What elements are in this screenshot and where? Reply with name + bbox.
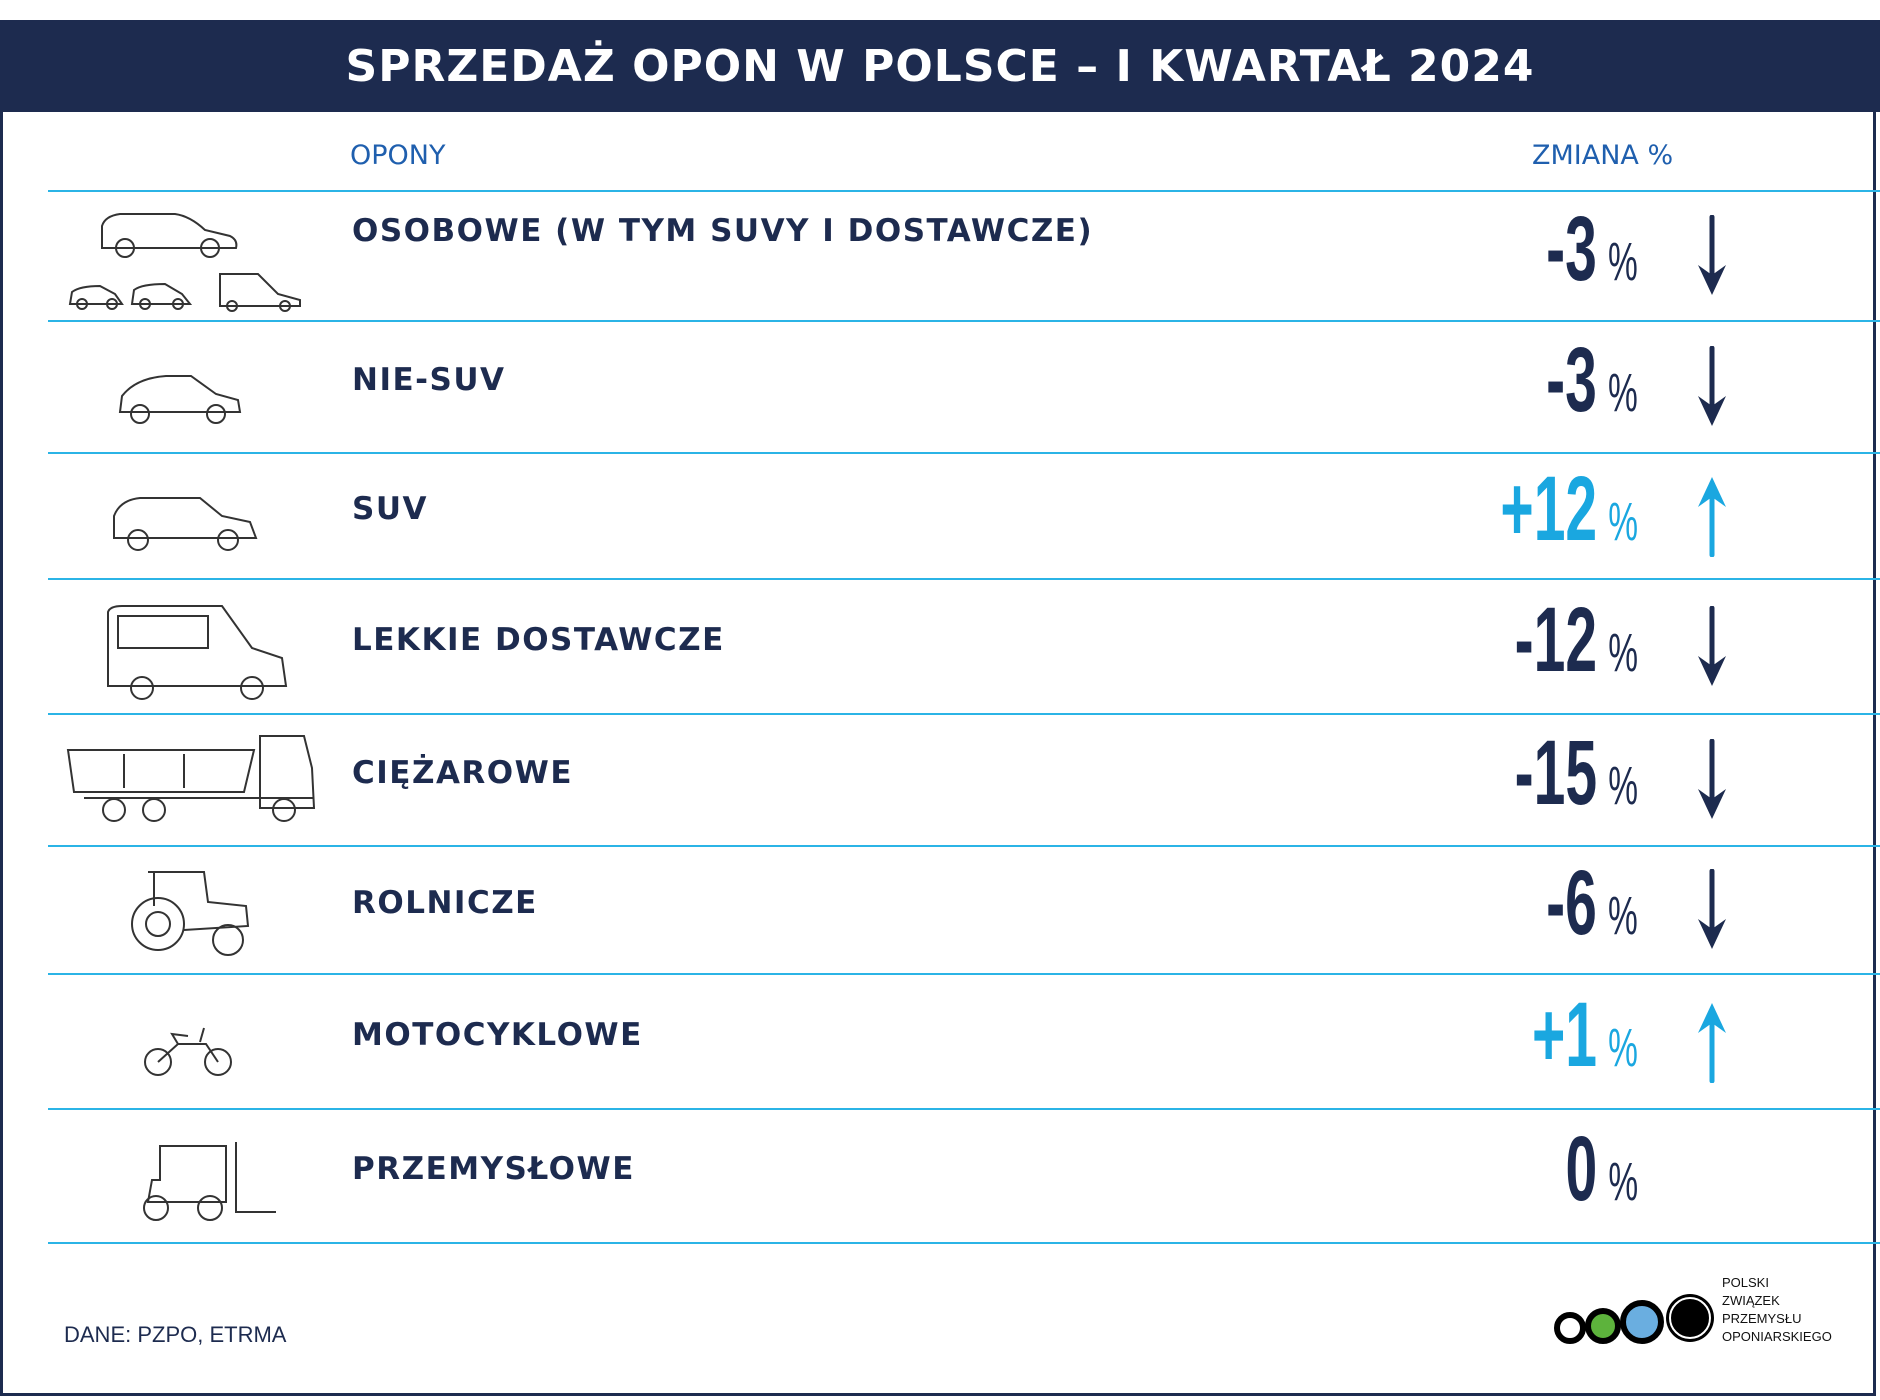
arrow-down-icon [1698, 869, 1726, 949]
change-value: -3% [1546, 328, 1638, 433]
percent-sign: % [1608, 756, 1638, 816]
hatchback-car-icon [116, 368, 246, 432]
category-label: SUV [352, 491, 428, 527]
page-title: SPRZEDAŻ OPON W POLSCE – I KWARTAŁ 2024 [345, 40, 1535, 92]
category-label: NIE-SUV [352, 362, 506, 398]
change-number: -15 [1514, 722, 1598, 824]
change-value: -15% [1515, 721, 1638, 826]
motorcycle-icon [138, 1020, 238, 1084]
change-value: -3% [1546, 197, 1638, 302]
change-value: +1% [1532, 983, 1638, 1088]
logo-line: ZWIĄZEK [1722, 1293, 1780, 1308]
percent-sign: % [1608, 492, 1638, 552]
change-number: -3 [1546, 198, 1598, 300]
arrow-down-icon [1698, 346, 1726, 426]
column-header-change: ZMIANA % [1532, 140, 1674, 171]
frame [0, 20, 1876, 1396]
percent-sign: % [1608, 1152, 1638, 1212]
row-divider [48, 452, 1880, 454]
percent-sign: % [1608, 886, 1638, 946]
row-divider [48, 1242, 1880, 1244]
row-divider [48, 973, 1880, 975]
pzpo-logo-icon [1554, 1294, 1714, 1344]
arrow-down-icon [1698, 739, 1726, 819]
change-value: +12% [1500, 457, 1638, 562]
row-divider [48, 845, 1880, 847]
change-value: -12% [1515, 588, 1638, 693]
change-number: -12 [1514, 588, 1598, 691]
category-label: CIĘŻAROWE [352, 755, 574, 791]
change-number: +12 [1500, 458, 1598, 560]
arrow-down-icon [1698, 215, 1726, 295]
category-label: PRZEMYSŁOWE [352, 1151, 635, 1187]
row-divider [48, 190, 1880, 192]
tractor-icon [124, 862, 254, 962]
column-header-tires: OPONY [350, 140, 446, 171]
arrow-up-icon [1698, 1002, 1726, 1083]
title-bar: SPRZEDAŻ OPON W POLSCE – I KWARTAŁ 2024 [0, 20, 1880, 112]
forklift-icon [130, 1140, 280, 1228]
percent-sign: % [1608, 363, 1638, 423]
logo-line: POLSKI [1722, 1275, 1769, 1290]
source-note: DANE: PZPO, ETRMA [64, 1322, 287, 1347]
logo-text: POLSKI ZWIĄZEK PRZEMYSŁU OPONIARSKIEGO [1722, 1274, 1832, 1346]
suv-icon [110, 490, 260, 558]
logo-line: PRZEMYSŁU [1722, 1311, 1802, 1326]
percent-sign: % [1608, 1017, 1638, 1078]
percent-sign: % [1608, 232, 1638, 292]
dump-truck-icon [64, 728, 324, 832]
change-number: -3 [1546, 329, 1598, 431]
category-label: ROLNICZE [352, 885, 538, 921]
row-divider [48, 320, 1880, 322]
logo-line: OPONIARSKIEGO [1722, 1329, 1832, 1344]
arrow-up-icon [1698, 477, 1726, 557]
row-divider [48, 1108, 1880, 1110]
cars-group-icon [60, 196, 320, 320]
change-number: +1 [1532, 983, 1598, 1086]
category-label: MOTOCYKLOWE [352, 1016, 643, 1053]
change-number: -6 [1546, 852, 1598, 954]
arrow-down-icon [1698, 605, 1726, 686]
row-divider [48, 578, 1880, 580]
category-label: OSOBOWE (W TYM SUVY I DOSTAWCZE) [352, 213, 1094, 249]
change-value: -6% [1546, 851, 1638, 956]
change-value: 0% [1565, 1117, 1638, 1222]
row-divider [48, 713, 1880, 715]
category-label: LEKKIE DOSTAWCZE [352, 621, 725, 658]
van-icon [102, 604, 292, 708]
percent-sign: % [1608, 622, 1638, 683]
change-number: 0 [1565, 1118, 1598, 1220]
